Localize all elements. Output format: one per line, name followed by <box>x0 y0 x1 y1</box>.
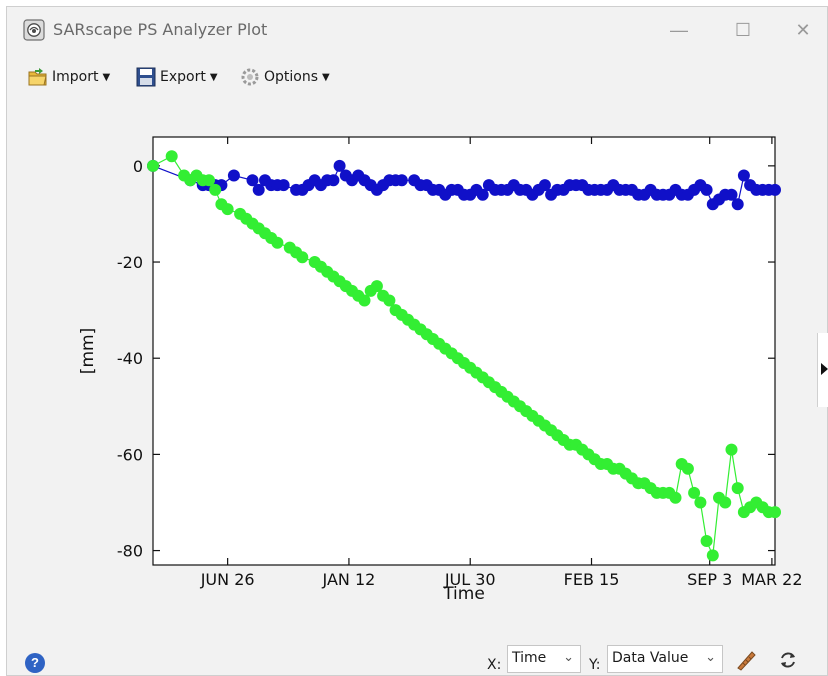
x-axis-title: Time <box>442 584 485 604</box>
title-bar: SARscape PS Analyzer Plot — ☐ ✕ <box>7 7 827 51</box>
data-point[interactable] <box>725 188 738 201</box>
plot-area[interactable]: 0 -20 -40 -60 -80 JUN 26 JAN 12 JUL 30 FEB 15 SE… <box>7 99 823 627</box>
maximize-button[interactable]: ☐ <box>734 20 752 40</box>
x-axis-selector-label: X: <box>487 657 502 673</box>
plot-frame <box>152 136 776 566</box>
plot-window: SARscape PS Analyzer Plot — ☐ ✕ Import ▼… <box>6 6 828 676</box>
data-point[interactable] <box>165 150 178 163</box>
help-icon[interactable]: ? <box>25 653 45 673</box>
x-tick-label: SEP 3 <box>687 570 732 589</box>
toolbar: Import ▼ Export ▼ Options ▼ <box>7 59 827 93</box>
data-point[interactable] <box>333 159 346 172</box>
chevron-down-icon: ▼ <box>322 71 330 83</box>
x-axis-select[interactable]: Time ⌄ <box>507 645 581 673</box>
x-tick-label: MAR 22 <box>741 570 802 589</box>
data-point[interactable] <box>700 535 713 547</box>
data-point[interactable] <box>706 549 719 562</box>
data-point[interactable] <box>147 159 159 172</box>
data-point[interactable] <box>538 179 551 192</box>
x-axis-select-value: Time <box>512 650 547 666</box>
chevron-down-icon: ⌄ <box>705 650 716 665</box>
sarscape-app-icon <box>23 19 45 41</box>
time-series-plot[interactable]: 0 -20 -40 -60 -80 JUN 26 JAN 12 JUL 30 FEB 15 SE… <box>7 99 823 627</box>
chevron-down-icon: ▼ <box>209 71 218 83</box>
data-point[interactable] <box>669 491 682 504</box>
data-point[interactable] <box>769 183 781 196</box>
data-point[interactable] <box>395 174 408 187</box>
data-point[interactable] <box>719 496 732 509</box>
y-tick-label: -20 <box>117 253 143 272</box>
side-panel-toggle[interactable] <box>817 333 828 407</box>
y-axis-select[interactable]: Data Value ⌄ <box>607 645 723 673</box>
data-point[interactable] <box>227 169 240 182</box>
data-point[interactable] <box>700 183 713 196</box>
chevron-down-icon: ⌄ <box>563 650 574 665</box>
data-point[interactable] <box>209 183 222 196</box>
export-menu-button[interactable]: Export ▼ <box>135 65 218 89</box>
data-point[interactable] <box>737 169 750 182</box>
expand-arrow-icon <box>821 363 828 375</box>
series-layer <box>147 150 781 562</box>
data-point[interactable] <box>246 174 259 187</box>
x-tick-label: FEB 15 <box>564 570 620 589</box>
gear-icon <box>241 68 259 86</box>
minimize-button[interactable]: — <box>670 20 688 40</box>
data-point[interactable] <box>688 486 701 499</box>
data-point[interactable] <box>694 496 707 509</box>
ruler-icon[interactable] <box>735 649 757 671</box>
y-axis-title: [mm] <box>78 328 98 374</box>
data-point[interactable] <box>731 198 744 211</box>
export-label: Export <box>160 69 206 85</box>
data-point[interactable] <box>221 203 234 216</box>
refresh-icon[interactable] <box>777 649 799 671</box>
data-point[interactable] <box>731 482 744 495</box>
folder-open-icon <box>28 68 47 86</box>
data-point[interactable] <box>725 443 738 456</box>
floppy-disk-icon <box>136 67 156 87</box>
x-axis-ticks: JUN 26 JAN 12 JUL 30 FEB 15 SEP 3 MAR 22 <box>200 137 803 589</box>
y-axis-selector-label: Y: <box>589 657 601 673</box>
data-point[interactable] <box>476 188 489 201</box>
x-tick-label: JUN 26 <box>200 570 255 589</box>
data-point[interactable] <box>203 174 215 187</box>
data-point[interactable] <box>681 462 694 475</box>
data-point[interactable] <box>769 506 781 519</box>
data-point[interactable] <box>358 294 371 307</box>
data-point[interactable] <box>271 236 284 249</box>
y-axis-select-value: Data Value <box>612 650 689 666</box>
data-point[interactable] <box>277 179 290 192</box>
data-point[interactable] <box>296 251 309 264</box>
import-menu-button[interactable]: Import ▼ <box>27 65 110 89</box>
data-point[interactable] <box>383 294 396 307</box>
options-label: Options <box>264 69 319 85</box>
x-tick-label: JAN 12 <box>322 570 376 589</box>
close-button[interactable]: ✕ <box>795 20 811 40</box>
bottom-bar: ? X: Time ⌄ Y: Data Value ⌄ <box>7 635 827 675</box>
options-menu-button[interactable]: Options ▼ <box>239 65 330 89</box>
y-tick-label: 0 <box>133 157 143 176</box>
x-tick-label: JUL 30 <box>444 570 496 589</box>
data-point[interactable] <box>327 174 340 187</box>
y-tick-label: -40 <box>117 349 143 368</box>
data-point[interactable] <box>252 183 265 196</box>
y-tick-label: -80 <box>117 542 143 561</box>
chevron-down-icon: ▼ <box>102 71 111 83</box>
window-title: SARscape PS Analyzer Plot <box>53 20 268 39</box>
import-label: Import <box>52 69 99 85</box>
y-tick-label: -60 <box>117 445 143 464</box>
data-point[interactable] <box>370 280 383 293</box>
